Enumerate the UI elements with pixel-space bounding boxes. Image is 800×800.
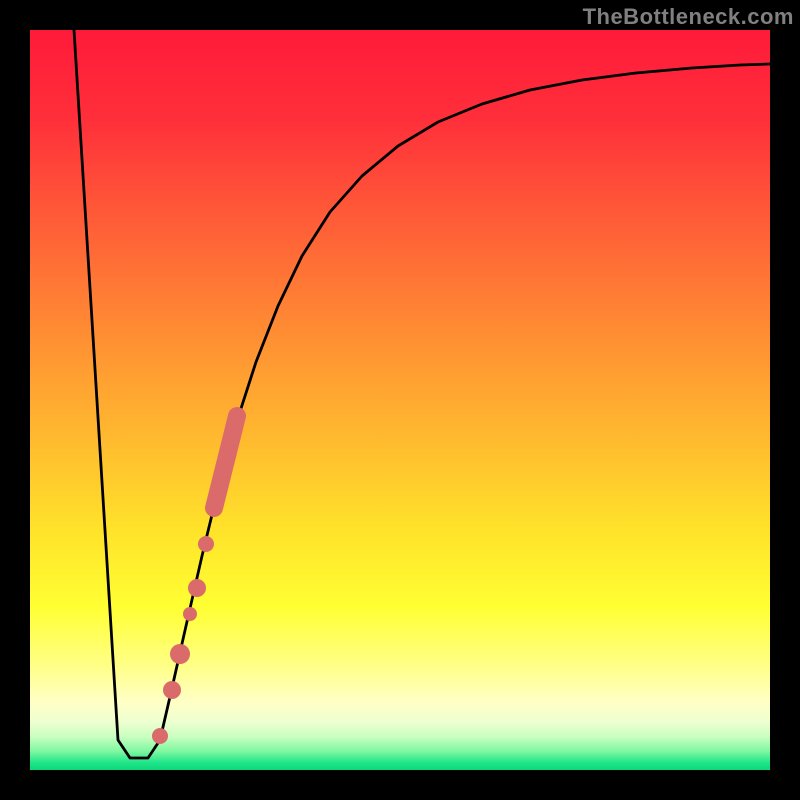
chart-svg [0, 0, 800, 800]
chart-container: TheBottleneck.com [0, 0, 800, 800]
watermark-text: TheBottleneck.com [583, 4, 794, 30]
